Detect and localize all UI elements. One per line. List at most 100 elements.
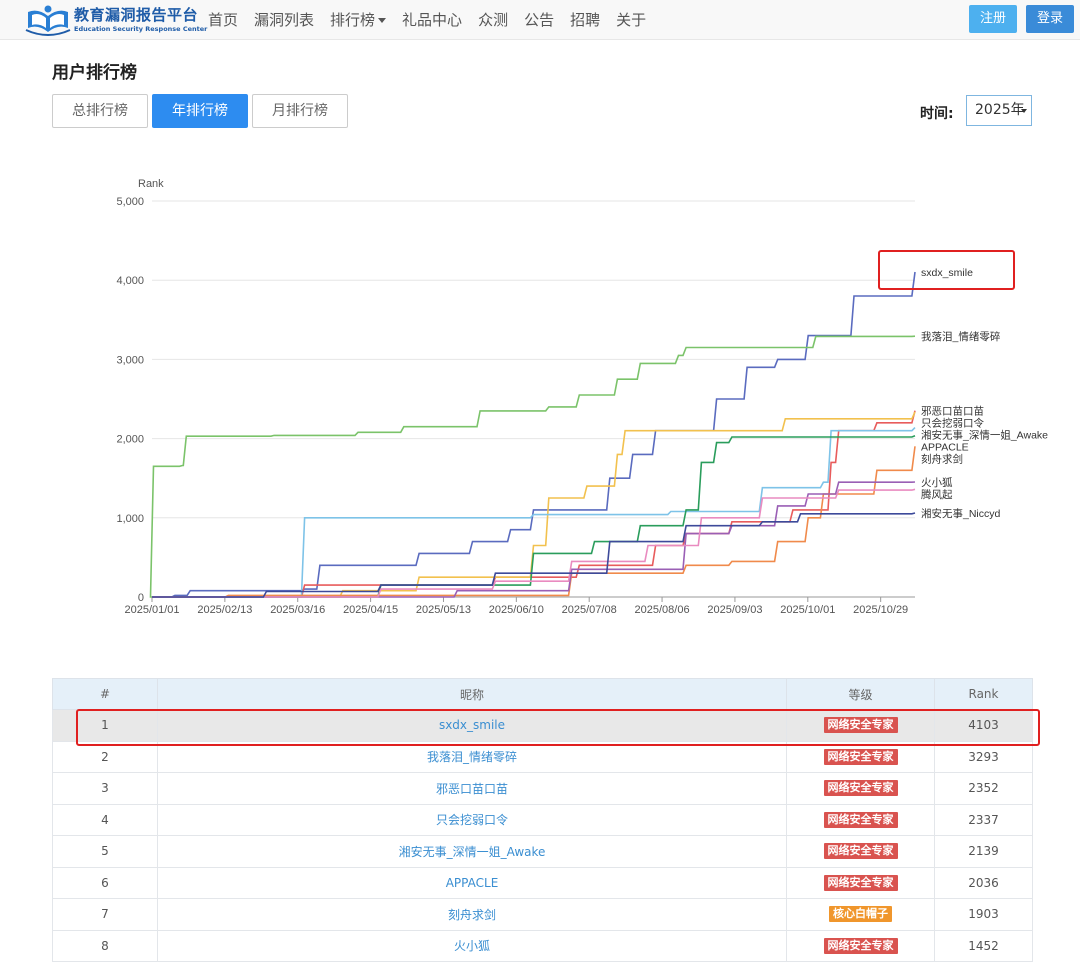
- level-badge: 网络安全专家: [823, 811, 898, 828]
- nav-recruitment[interactable]: 招聘: [570, 11, 601, 29]
- page-title: 用户排行榜: [52, 63, 137, 83]
- brand-logo-link[interactable]: 教育漏洞报告平台 Education Security Response Cen…: [24, 2, 207, 38]
- tab-overall[interactable]: 总排行榜: [52, 94, 148, 128]
- table-row: 6 APPACLE 网络安全专家 2036: [52, 866, 1033, 899]
- row-score: 2139: [934, 835, 1033, 868]
- x-tick-label: 2025/03/16: [270, 604, 325, 616]
- nav-ranking-label: 排行榜: [330, 11, 376, 29]
- row-index: 3: [52, 772, 158, 805]
- row-index: 8: [52, 929, 158, 962]
- chevron-down-icon: [378, 18, 387, 23]
- nav-about[interactable]: 关于: [616, 11, 647, 29]
- y-tick-label: 1,000: [116, 513, 144, 525]
- row-level-cell: 网络安全专家: [786, 803, 935, 836]
- series-line: [152, 488, 916, 598]
- user-nickname-link[interactable]: 火小狐: [453, 939, 490, 954]
- user-nickname-link[interactable]: 我落泪_情绪零碎: [426, 750, 517, 765]
- row-nickname-cell: 邪恶口苗口苗: [157, 772, 787, 805]
- series-line: [152, 446, 916, 598]
- table-row: 5 湘安无事_深情一姐_Awake 网络安全专家 2139: [52, 835, 1033, 868]
- row-nickname-cell: APPACLE: [157, 866, 787, 899]
- x-tick-label: 2025/08/06: [635, 604, 690, 616]
- series-end-label: 湘安无事_Niccyd: [921, 507, 1001, 520]
- series-end-label: 刻舟求剑: [921, 453, 963, 466]
- row-score: 3293: [934, 740, 1033, 773]
- row-level-cell: 网络安全专家: [786, 772, 935, 805]
- y-tick-label: 5,000: [116, 196, 144, 208]
- nav-announcements[interactable]: 公告: [524, 11, 555, 29]
- row-nickname-cell: 我落泪_情绪零碎: [157, 740, 787, 773]
- level-badge: 网络安全专家: [823, 717, 898, 734]
- level-badge: 网络安全专家: [823, 843, 898, 860]
- series-line: [152, 434, 916, 598]
- row-level-cell: 网络安全专家: [786, 835, 935, 868]
- user-nickname-link[interactable]: 湘安无事_深情一姐_Awake: [398, 844, 546, 859]
- table-header-row: # 昵称 等级 Rank: [52, 678, 1033, 710]
- user-nickname-link[interactable]: APPACLE: [445, 875, 499, 890]
- series-end-label: 腾风起: [921, 488, 953, 501]
- row-index: 7: [52, 898, 158, 931]
- row-score: 2352: [934, 772, 1033, 805]
- x-tick-label: 2025/01/01: [124, 604, 179, 616]
- y-tick-label: 3,000: [116, 354, 144, 366]
- table-row: 4 只会挖弱口令 网络安全专家 2337: [52, 803, 1033, 836]
- row-level-cell: 网络安全专家: [786, 740, 935, 773]
- y-tick-label: 4,000: [116, 275, 144, 287]
- navbar: 教育漏洞报告平台 Education Security Response Cen…: [0, 0, 1080, 40]
- series-end-label: 火小狐: [921, 476, 953, 489]
- user-nickname-link[interactable]: 邪恶口苗口苗: [435, 781, 508, 796]
- user-nickname-link[interactable]: 刻舟求剑: [447, 907, 496, 922]
- tab-yearly[interactable]: 年排行榜: [152, 94, 248, 128]
- brand-subtitle: Education Security Response Center: [74, 24, 208, 33]
- y-tick-label: 2,000: [116, 434, 144, 446]
- series-end-label: 邪恶口苗口苗: [921, 406, 984, 418]
- level-badge: 网络安全专家: [823, 748, 898, 765]
- x-tick-label: 2025/09/03: [707, 604, 762, 616]
- tab-monthly[interactable]: 月排行榜: [252, 94, 348, 128]
- table-row: 3 邪恶口苗口苗 网络安全专家 2352: [52, 772, 1033, 805]
- row-index: 5: [52, 835, 158, 868]
- y-tick-label: 0: [138, 592, 144, 604]
- row-score: 1452: [934, 929, 1033, 962]
- row-level-cell: 网络安全专家: [786, 866, 935, 899]
- login-button[interactable]: 登录: [1026, 5, 1074, 33]
- row-index: 6: [52, 866, 158, 899]
- user-nickname-link[interactable]: sxdx_smile: [438, 718, 506, 733]
- series-end-label: 只会挖弱口令: [921, 417, 984, 430]
- nav-gift-center[interactable]: 礼品中心: [402, 11, 463, 29]
- x-tick-label: 2025/06/10: [489, 604, 544, 616]
- row-index: 1: [52, 709, 158, 742]
- row-score: 4103: [934, 709, 1033, 742]
- row-index: 4: [52, 803, 158, 836]
- nav-vuln-list[interactable]: 漏洞列表: [254, 11, 315, 29]
- row-nickname-cell: 火小狐: [157, 929, 787, 962]
- book-logo-icon: [25, 5, 71, 36]
- series-end-label: sxdx_smile: [921, 267, 973, 279]
- x-tick-label: 2025/02/13: [197, 604, 252, 616]
- col-header-rank: Rank: [934, 678, 1033, 710]
- time-label: 时间:: [920, 106, 954, 122]
- ranking-table: # 昵称 等级 Rank 1 sxdx_smile 网络安全专家 4103 2 我落泪_情…: [52, 678, 1033, 962]
- level-badge: 网络安全专家: [823, 937, 898, 954]
- row-score: 2337: [934, 803, 1033, 836]
- series-end-label: APPACLE: [921, 442, 969, 454]
- col-header-level: 等级: [786, 678, 935, 710]
- series-line: [152, 512, 916, 598]
- row-level-cell: 核心白帽子: [786, 898, 935, 931]
- row-score: 1903: [934, 898, 1033, 931]
- nav-home[interactable]: 首页: [208, 11, 239, 29]
- nav-crowd-test[interactable]: 众测: [478, 11, 509, 29]
- register-button[interactable]: 注册: [969, 5, 1017, 33]
- user-nickname-link[interactable]: 只会挖弱口令: [435, 813, 508, 828]
- nav-ranking[interactable]: 排行榜: [322, 0, 394, 40]
- rank-line-chart: Rank 0 1,000 2,000 3,000 4,000 5,000 2025/01/01…: [116, 178, 1048, 616]
- year-select[interactable]: 2025年: [966, 95, 1032, 126]
- series-end-label: 湘安无事_深情一姐_Awake: [921, 429, 1048, 442]
- row-nickname-cell: sxdx_smile: [157, 709, 787, 742]
- level-badge: 网络安全专家: [823, 780, 898, 797]
- row-level-cell: 网络安全专家: [786, 929, 935, 962]
- row-nickname-cell: 刻舟求剑: [157, 898, 787, 931]
- table-row: 8 火小狐 网络安全专家 1452: [52, 929, 1033, 962]
- col-header-index: #: [52, 678, 158, 710]
- x-tick-label: 2025/10/01: [780, 604, 835, 616]
